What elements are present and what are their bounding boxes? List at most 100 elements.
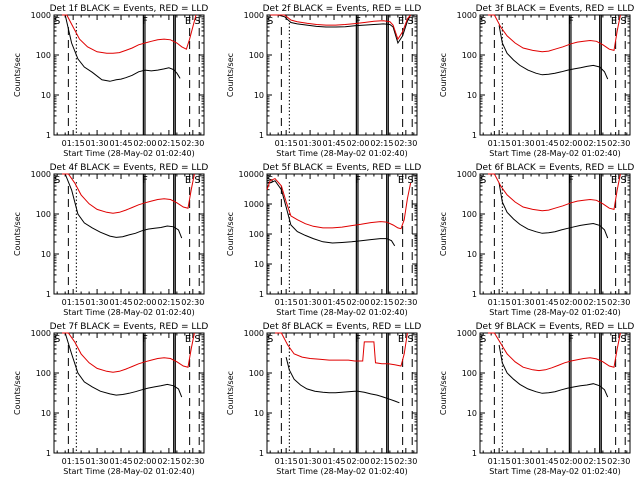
x-tick-label: 01:45 (322, 298, 345, 307)
lld-series-line (62, 332, 195, 373)
time-marker-label: E (185, 334, 191, 345)
x-tick-label: 02:00 (559, 139, 582, 148)
events-series-line (270, 14, 412, 45)
x-axis-label: Start Time (28-May-02 01:02:40) (63, 149, 194, 158)
x-tick-label: 02:00 (133, 298, 156, 307)
x-tick-label: 02:30 (607, 139, 630, 148)
chart-panel-4: Det 4f BLACK = Events, RED = LLD 1 10 100 10… (13, 163, 208, 317)
chart-panel-1: Det 1f BLACK = Events, RED = LLD 1 10 100 10… (13, 4, 208, 158)
x-tick-label: 01:15 (488, 139, 511, 148)
x-axis-label: Start Time (28-May-02 01:02:40) (63, 308, 194, 317)
x-tick-label: 02:00 (346, 139, 369, 148)
chart-title: Det 3f BLACK = Events, RED = LLD (476, 4, 635, 14)
x-tick-label: 01:15 (62, 139, 85, 148)
time-marker-label: S (267, 16, 273, 27)
x-tick-label: 02:15 (370, 298, 393, 307)
x-tick-label: 02:00 (559, 457, 582, 466)
x-axis-label: Start Time (28-May-02 01:02:40) (489, 308, 620, 317)
y-axis-label: Counts/sec (226, 371, 235, 415)
time-marker-label: F (568, 175, 574, 186)
x-tick-label: 02:15 (370, 139, 393, 148)
time-marker-label: S (54, 16, 60, 27)
lld-series-line (62, 173, 195, 214)
y-tick-label: 10 (254, 260, 264, 269)
time-marker-label: S (407, 175, 413, 186)
x-tick-label: 02:15 (157, 298, 180, 307)
y-tick-label: 10 (467, 91, 477, 100)
events-series-line (285, 356, 400, 404)
y-axis-label: Counts/sec (13, 53, 22, 97)
plot-frame (479, 173, 631, 295)
y-tick-label: 1000 (31, 170, 51, 179)
x-tick-label: 01:45 (535, 139, 558, 148)
x-tick-label: 01:30 (299, 298, 322, 307)
plot-frame (266, 173, 418, 295)
chart-title: Det 4f BLACK = Events, RED = LLD (50, 163, 209, 173)
time-marker-label: E (185, 175, 191, 186)
x-tick-label: 01:15 (488, 457, 511, 466)
x-tick-label: 02:15 (583, 457, 606, 466)
x-tick-label: 01:45 (535, 457, 558, 466)
x-tick-label: 02:00 (346, 298, 369, 307)
x-tick-label: 02:30 (394, 139, 417, 148)
x-tick-label: 02:30 (607, 457, 630, 466)
plot-frame (53, 173, 205, 295)
x-axis-label: Start Time (28-May-02 01:02:40) (489, 149, 620, 158)
plot-frame (266, 332, 418, 454)
x-tick-label: 01:15 (62, 457, 85, 466)
x-tick-label: 02:30 (394, 298, 417, 307)
chart-panel-9: Det 9f BLACK = Events, RED = LLD 1 10 100 10… (439, 322, 634, 476)
x-tick-label: 01:45 (535, 298, 558, 307)
y-tick-label: 1 (46, 131, 51, 140)
time-marker-label: F (355, 16, 361, 27)
chart-panel-3: Det 3f BLACK = Events, RED = LLD 1 10 100 10… (439, 4, 634, 158)
chart-title: Det 2f BLACK = Events, RED = LLD (263, 4, 422, 14)
x-tick-label: 02:30 (181, 139, 204, 148)
y-axis-label: Counts/sec (13, 212, 22, 256)
events-series-line (498, 344, 609, 398)
x-tick-label: 02:15 (157, 139, 180, 148)
time-marker-label: E (398, 175, 404, 186)
x-tick-label: 01:30 (512, 457, 535, 466)
y-tick-label: 10 (254, 91, 264, 100)
x-tick-label: 01:30 (299, 457, 322, 466)
time-marker-label: F (142, 334, 148, 345)
x-axis-label: Start Time (28-May-02 01:02:40) (63, 467, 194, 476)
time-marker-label: F (568, 16, 574, 27)
x-tick-label: 02:30 (181, 298, 204, 307)
x-tick-label: 01:45 (322, 457, 345, 466)
time-marker-label: S (620, 175, 626, 186)
y-tick-label: 1000 (457, 11, 477, 20)
time-marker-label: S (407, 16, 413, 27)
y-tick-label: 1000 (31, 329, 51, 338)
lld-series-line (488, 14, 621, 53)
y-tick-label: 1 (46, 290, 51, 299)
y-tick-label: 1 (472, 131, 477, 140)
y-tick-label: 10 (467, 409, 477, 418)
x-tick-label: 02:30 (394, 457, 417, 466)
lld-series-line (275, 332, 408, 367)
time-marker-label: E (611, 334, 617, 345)
events-series-line (64, 173, 183, 239)
x-tick-label: 01:30 (512, 298, 535, 307)
lld-series-line (488, 173, 621, 212)
time-marker-label: E (611, 175, 617, 186)
y-tick-label: 100 (462, 51, 477, 60)
x-tick-label: 01:30 (512, 139, 535, 148)
chart-title: Det 8f BLACK = Events, RED = LLD (263, 322, 422, 332)
y-tick-label: 1 (472, 449, 477, 458)
y-axis-label: Counts/sec (226, 212, 235, 256)
x-tick-label: 02:30 (181, 457, 204, 466)
time-marker-label: S (194, 16, 200, 27)
x-tick-label: 01:15 (275, 298, 298, 307)
x-tick-label: 02:30 (607, 298, 630, 307)
y-tick-label: 1 (259, 290, 264, 299)
x-tick-label: 02:00 (133, 457, 156, 466)
x-tick-label: 02:15 (583, 139, 606, 148)
events-series-line (64, 332, 183, 398)
x-tick-label: 01:45 (322, 139, 345, 148)
y-tick-label: 100 (249, 369, 264, 378)
x-tick-label: 01:30 (299, 139, 322, 148)
plot-frame (479, 14, 631, 136)
